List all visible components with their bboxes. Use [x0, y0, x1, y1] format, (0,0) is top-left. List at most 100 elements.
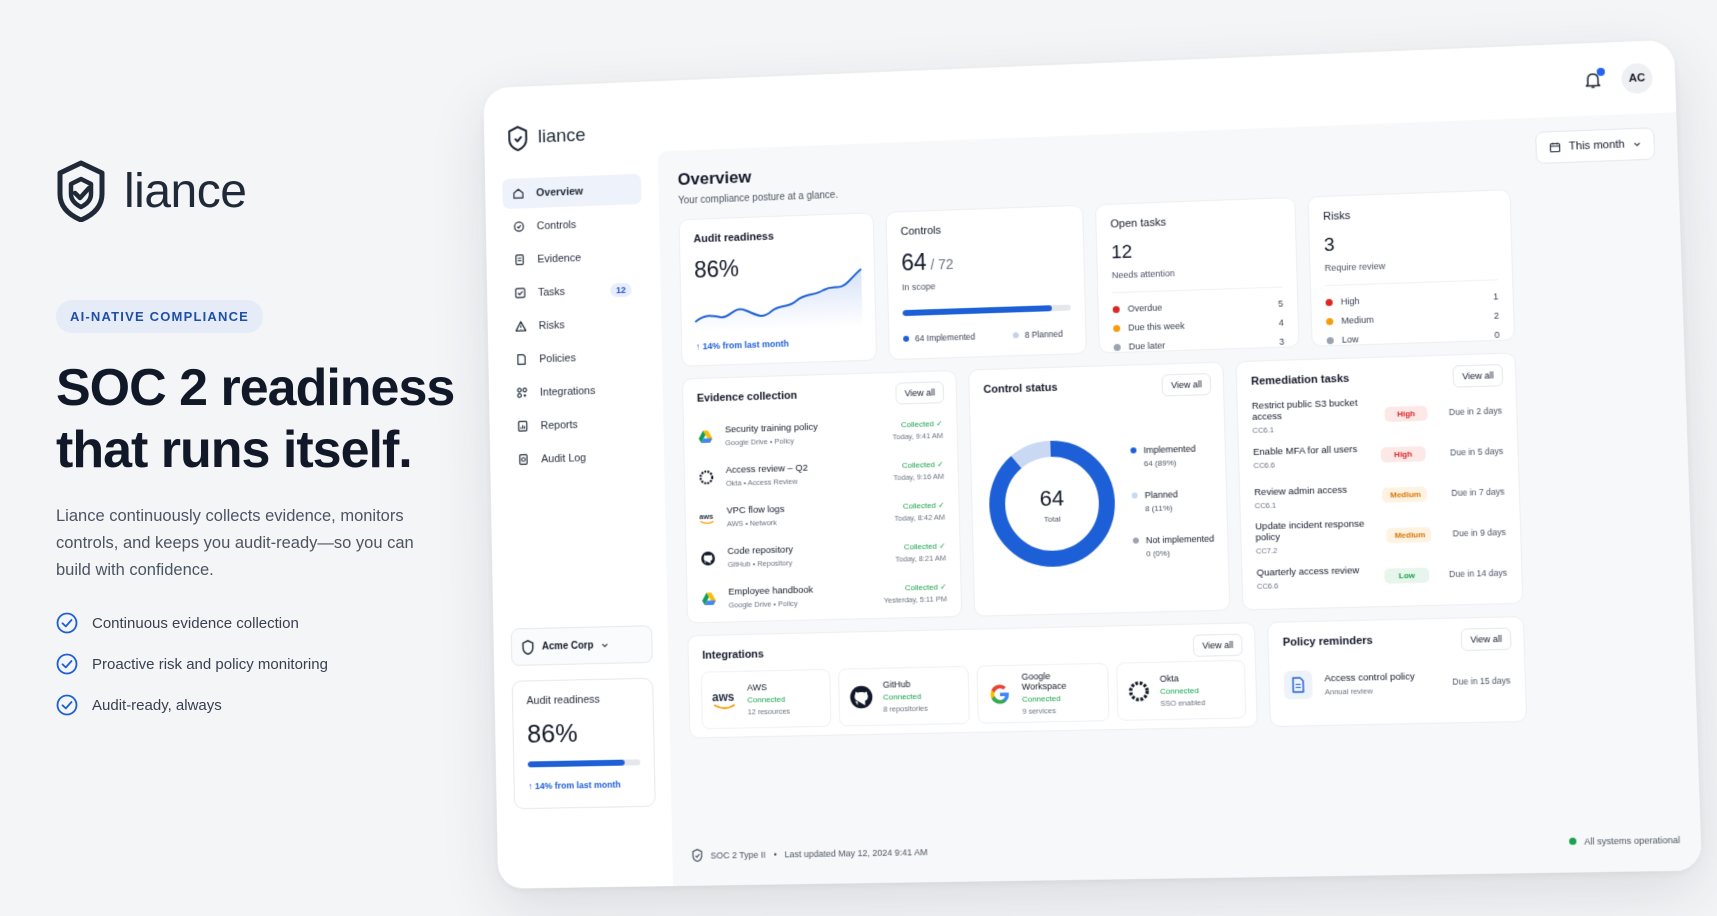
legend-value: 8 (11%)	[1145, 502, 1214, 513]
remediation-code: CC6.1	[1252, 422, 1384, 435]
policy-view-all-button[interactable]: View all	[1461, 627, 1512, 650]
feature-item: Audit-ready, always	[56, 694, 476, 716]
integration-detail: SSO enabled	[1160, 698, 1205, 708]
integration-google-workspace[interactable]: Google Workspace Connected 9 services	[976, 663, 1109, 724]
sidebar-item-label: Evidence	[537, 252, 581, 265]
sidebar: liance Overview Controls Evidence Tasks …	[483, 81, 673, 889]
remediation-row[interactable]: Review admin access CC6.1 Medium Due in 7…	[1254, 471, 1505, 518]
evidence-source: GitHub	[728, 559, 751, 568]
risks-row-high: High 1	[1325, 291, 1498, 307]
system-status-text: All systems operational	[1584, 834, 1680, 846]
svg-text:aws: aws	[712, 690, 735, 705]
evidence-meta: GitHub • Repository	[728, 558, 794, 569]
evidence-row[interactable]: Security training policy Google Drive • P…	[697, 409, 943, 457]
priority-badge: High	[1381, 446, 1426, 462]
dashboard-window: liance Overview Controls Evidence Tasks …	[483, 40, 1702, 889]
evidence-row[interactable]: Employee handbook Google Drive • Policy C…	[701, 572, 948, 619]
controls-icon	[513, 220, 526, 233]
document-icon	[513, 253, 526, 266]
evidence-type: Access Review	[748, 477, 798, 487]
tagline-pill: AI-NATIVE COMPLIANCE	[56, 300, 263, 333]
readiness-trend-text: 14% from last month	[535, 780, 621, 791]
sidebar-item-reports[interactable]: Reports	[507, 407, 647, 442]
sidebar-item-evidence[interactable]: Evidence	[504, 240, 643, 275]
evidence-row[interactable]: aws VPC flow logs AWS • Network Collected…	[699, 491, 945, 538]
legend-implemented: Implemented 64 (89%)	[1130, 443, 1212, 468]
evidence-type: Network	[750, 518, 777, 528]
control-status-view-all-button[interactable]: View all	[1162, 373, 1212, 397]
date-range-select[interactable]: This month	[1535, 127, 1656, 164]
evidence-status-label: Collected ✓	[894, 501, 945, 511]
sidebar-nav: Overview Controls Evidence Tasks 12 Risk…	[502, 174, 647, 475]
footer-separator: •	[774, 849, 777, 859]
audit-trend: ↑ 14% from last month	[696, 339, 789, 352]
policy-due: Due in 15 days	[1452, 675, 1510, 686]
sidebar-brand[interactable]: liance	[507, 121, 640, 152]
remediation-text: Quarterly access review CC6.6	[1256, 565, 1359, 591]
avatar[interactable]: AC	[1621, 63, 1653, 94]
remediation-row[interactable]: Update incident response policy CC7.2 Med…	[1255, 512, 1506, 559]
sidebar-item-controls[interactable]: Controls	[503, 207, 642, 242]
evidence-view-all-button[interactable]: View all	[895, 381, 944, 404]
remediation-row[interactable]: Restrict public S3 bucket access CC6.1 Hi…	[1252, 390, 1503, 438]
integration-github[interactable]: GitHub Connected 8 repositories	[838, 666, 970, 727]
notifications-button[interactable]	[1582, 70, 1603, 91]
evidence-time: Yesterday, 5:11 PM	[884, 594, 948, 604]
policy-row[interactable]: Access control policy Annual review Due i…	[1284, 666, 1511, 699]
sidebar-item-audit-log[interactable]: Audit Log	[507, 441, 647, 475]
remediation-name: Quarterly access review	[1256, 565, 1359, 579]
evidence-status: Collected ✓ Today, 8:42 AM	[894, 501, 945, 523]
remediation-row[interactable]: Quarterly access review CC6.6 Low Due in …	[1256, 552, 1508, 599]
integration-text: Okta Connected SSO enabled	[1160, 673, 1206, 708]
status-dot	[1113, 305, 1120, 312]
integration-name: GitHub	[883, 679, 928, 690]
footer-updated: Last updated May 12, 2024 9:41 AM	[784, 847, 927, 859]
risks-card: Risks 3 Require review High 1 Medium 2 Low…	[1307, 189, 1515, 347]
status-text: Collected	[901, 419, 934, 429]
evidence-row[interactable]: Access review – Q2 Okta • Access Review C…	[698, 450, 944, 498]
chevron-down-icon	[601, 641, 609, 649]
integration-text: GitHub Connected 8 repositories	[883, 679, 928, 714]
integration-aws[interactable]: aws AWS Connected 12 resources	[701, 669, 832, 729]
hero-title-line-1: SOC 2 readiness	[56, 357, 476, 419]
remediation-row[interactable]: Enable MFA for all users CC6.6 High Due i…	[1253, 431, 1504, 478]
card-title: Controls	[900, 220, 1068, 238]
status-dot	[1325, 298, 1332, 305]
sidebar-item-label: Reports	[540, 419, 577, 432]
feature-label: Audit-ready, always	[92, 697, 222, 714]
status-text: Collected	[902, 460, 935, 470]
row-label: Low	[1342, 334, 1359, 345]
sidebar-item-label: Policies	[539, 352, 576, 365]
document-icon	[1291, 677, 1306, 693]
due-date: Due in 14 days	[1429, 568, 1507, 580]
row-label: High	[1341, 296, 1360, 307]
integrations-view-all-button[interactable]: View all	[1193, 634, 1243, 657]
brand: liance	[56, 160, 476, 222]
sidebar-item-risks[interactable]: Risks	[505, 307, 644, 342]
row-value: 2	[1494, 311, 1499, 321]
integration-name: Google Workspace	[1021, 670, 1098, 692]
controls-progress-fill	[902, 305, 1052, 316]
evidence-status-label: Collected ✓	[892, 419, 943, 429]
integration-okta[interactable]: Okta Connected SSO enabled	[1116, 660, 1246, 721]
sidebar-item-tasks[interactable]: Tasks 12	[504, 274, 643, 309]
sidebar-item-overview[interactable]: Overview	[502, 174, 641, 209]
evidence-row[interactable]: Code repository GitHub • Repository Colle…	[700, 532, 946, 579]
evidence-status: Collected ✓ Today, 9:16 AM	[893, 460, 944, 482]
evidence-title: Employee handbook	[728, 585, 813, 598]
remediation-view-all-button[interactable]: View all	[1453, 364, 1504, 388]
google-drive-icon	[698, 428, 714, 444]
sidebar-item-policies[interactable]: Policies	[505, 340, 644, 375]
legend-label: Not implemented	[1146, 534, 1215, 546]
org-switcher[interactable]: Acme Corp	[511, 625, 653, 666]
evidence-meta: AWS • Network	[727, 518, 785, 528]
integration-text: Google Workspace Connected 9 services	[1021, 670, 1098, 716]
evidence-status-label: Collected ✓	[883, 582, 947, 593]
policy-name: Access control policy	[1324, 671, 1415, 684]
sidebar-item-integrations[interactable]: Integrations	[506, 374, 646, 409]
remediation-name: Review admin access	[1254, 484, 1347, 498]
evidence-title: VPC flow logs	[726, 504, 784, 516]
feature-list: Continuous evidence collection Proactive…	[56, 612, 476, 716]
due-date: Due in 9 days	[1431, 527, 1506, 539]
evidence-title: Security training policy	[725, 422, 818, 436]
